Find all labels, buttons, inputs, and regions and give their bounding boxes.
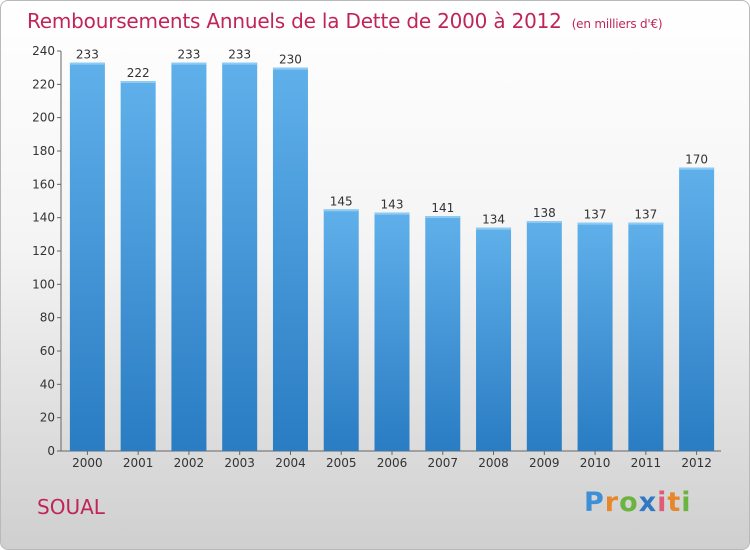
logo-letter: o — [619, 487, 639, 518]
x-tick-label: 2003 — [224, 456, 255, 470]
y-tick-label: 60 — [40, 344, 55, 358]
y-tick-label: 100 — [32, 277, 55, 291]
chart-title: Remboursements Annuels de la Dette de 20… — [27, 9, 663, 33]
bar — [222, 62, 258, 452]
location-name: SOUAL — [37, 495, 105, 519]
x-tick-label: 2012 — [681, 456, 712, 470]
bar-top-highlight — [171, 62, 207, 65]
data-label: 141 — [431, 201, 454, 215]
data-label: 170 — [685, 153, 708, 167]
data-label: 137 — [634, 208, 657, 222]
y-tick-label: 140 — [32, 211, 55, 225]
chart-subtitle: (en milliers d'€) — [571, 17, 663, 31]
x-tick-label: 2005 — [326, 456, 357, 470]
y-tick-label: 20 — [40, 411, 55, 425]
y-tick-label: 120 — [32, 244, 55, 258]
bar — [374, 212, 410, 451]
bar-top-highlight — [222, 62, 258, 65]
bar-top-highlight — [679, 167, 715, 170]
data-label: 143 — [381, 198, 404, 212]
bar-top-highlight — [272, 67, 308, 70]
bar-top-highlight — [476, 227, 512, 230]
data-labels: 233 222 233 233 230 145 143 141 134 138 137 137 170 — [76, 48, 708, 227]
data-label: 230 — [279, 53, 302, 67]
bar-top-highlight — [323, 209, 359, 212]
bar — [171, 62, 207, 452]
data-label: 233 — [177, 48, 200, 62]
bar — [476, 227, 512, 451]
data-label: 145 — [330, 194, 353, 208]
bar — [679, 167, 715, 451]
logo-letter: t — [667, 487, 682, 518]
data-label: 134 — [482, 213, 505, 227]
bar — [120, 81, 156, 451]
logo-letter: i — [681, 487, 692, 518]
x-tick-label: 2001 — [123, 456, 154, 470]
y-tick-label: 40 — [40, 377, 55, 391]
x-tick-label: 2009 — [529, 456, 560, 470]
data-label: 138 — [533, 206, 556, 220]
bar-top-highlight — [577, 222, 613, 225]
x-tick-label: 2010 — [580, 456, 611, 470]
x-tick-label: 2000 — [72, 456, 103, 470]
bar-top-highlight — [526, 221, 562, 223]
bar-top-highlight — [374, 212, 410, 215]
data-label: 233 — [228, 48, 251, 62]
x-tick-label: 2004 — [275, 456, 306, 470]
x-tick-label: 2002 — [174, 456, 205, 470]
logo-letter: P — [584, 487, 605, 518]
data-label: 222 — [127, 66, 150, 80]
y-tick-label: 180 — [32, 144, 55, 158]
bar — [425, 216, 461, 451]
x-tick-label: 2007 — [427, 456, 458, 470]
bar — [69, 62, 105, 452]
y-tick-label: 160 — [32, 177, 55, 191]
y-tick-label: 220 — [32, 77, 55, 91]
bar-top-highlight — [69, 62, 105, 65]
y-tick-label: 0 — [47, 444, 55, 458]
bar — [272, 67, 308, 452]
bar — [577, 222, 613, 451]
data-label: 137 — [584, 208, 607, 222]
bar-top-highlight — [425, 216, 461, 218]
x-tick-label: 2008 — [478, 456, 509, 470]
x-tick-label: 2006 — [377, 456, 408, 470]
bar-top-highlight — [628, 222, 664, 225]
y-tick-label: 200 — [32, 111, 55, 125]
bar — [526, 221, 562, 451]
bar — [628, 222, 664, 451]
bar — [323, 209, 359, 451]
logo-letter: x — [638, 487, 658, 518]
y-tick-label: 240 — [32, 44, 55, 58]
logo-letter: i — [657, 487, 668, 518]
data-label: 233 — [76, 48, 99, 62]
axes: 0 20 40 60 80 100 120 140 160 180 200 220 240 2000 200… — [32, 44, 721, 470]
bar-top-highlight — [120, 81, 156, 83]
proxiti-logo[interactable]: Proxiti — [584, 487, 692, 518]
y-tick-label: 80 — [40, 311, 55, 325]
logo-letter: r — [604, 487, 620, 518]
chart-title-text: Remboursements Annuels de la Dette de 20… — [27, 9, 562, 33]
x-tick-label: 2011 — [631, 456, 662, 470]
bars — [69, 62, 715, 452]
